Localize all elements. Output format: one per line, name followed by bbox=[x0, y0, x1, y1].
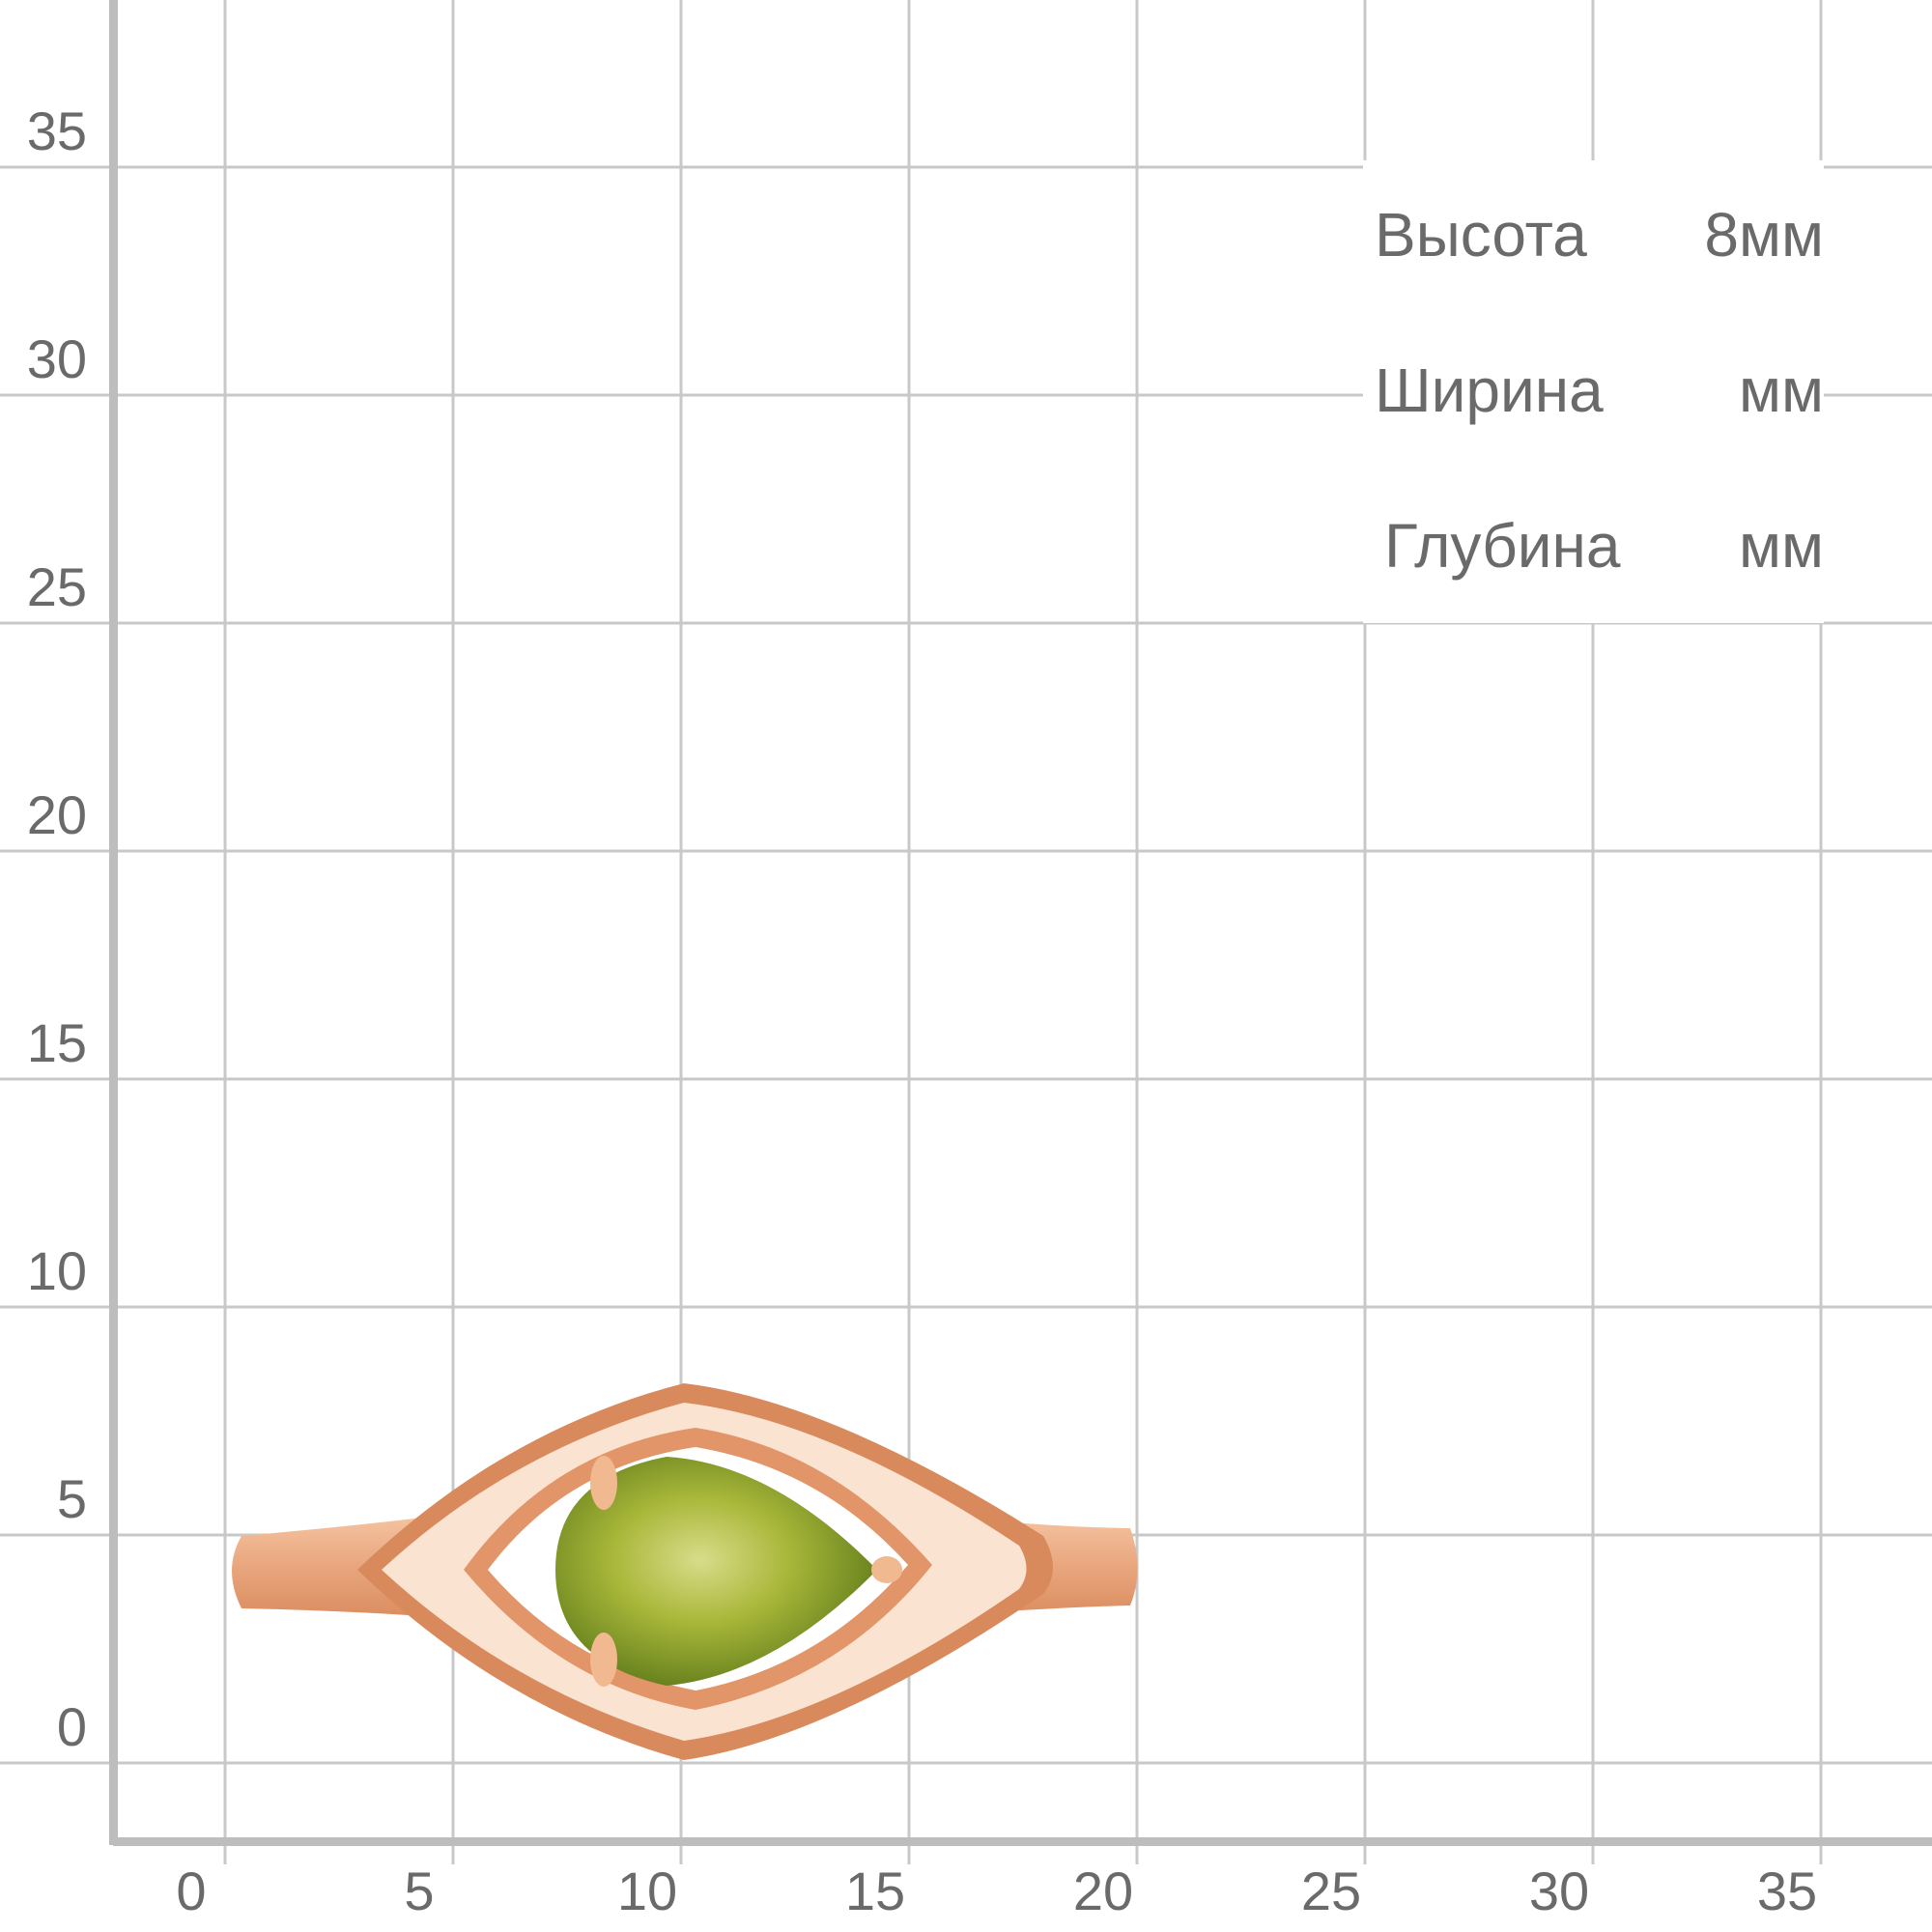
x-tick-label: 30 bbox=[1528, 1861, 1590, 1921]
dimension-value: мм bbox=[1739, 511, 1824, 581]
dimension-row-height: Высота 8мм bbox=[1375, 199, 1824, 270]
y-tick-label: 35 bbox=[26, 100, 87, 161]
dimension-value: мм bbox=[1739, 355, 1824, 425]
ring-image bbox=[232, 1383, 1138, 1760]
y-axis-bar bbox=[109, 0, 118, 1845]
prong bbox=[871, 1556, 902, 1583]
dimension-label: Ширина bbox=[1375, 355, 1604, 425]
y-tick-label: 10 bbox=[26, 1240, 87, 1301]
dimension-row-depth: Глубина мм bbox=[1384, 510, 1824, 581]
prong bbox=[590, 1633, 617, 1687]
y-tick-label: 30 bbox=[26, 328, 87, 389]
x-tick-label: 0 bbox=[176, 1861, 207, 1921]
dimension-value: 8мм bbox=[1704, 200, 1824, 270]
prong bbox=[590, 1456, 617, 1510]
y-tick-label: 20 bbox=[26, 784, 87, 845]
y-tick-label: 0 bbox=[56, 1696, 87, 1757]
gem-stone bbox=[555, 1457, 877, 1686]
x-tick-label: 20 bbox=[1072, 1861, 1134, 1921]
x-tick-label: 5 bbox=[404, 1861, 435, 1921]
dimension-label: Глубина bbox=[1384, 511, 1621, 581]
x-tick-label: 15 bbox=[844, 1861, 906, 1921]
dimensions-legend: Высота 8мм Ширина мм Глубина мм bbox=[1363, 160, 1824, 623]
x-tick-label: 25 bbox=[1300, 1861, 1362, 1921]
x-tick-label: 10 bbox=[616, 1861, 678, 1921]
x-axis-bar bbox=[113, 1837, 1932, 1846]
dimension-label: Высота bbox=[1375, 200, 1587, 270]
y-tick-label: 25 bbox=[26, 556, 87, 617]
dimension-row-width: Ширина мм bbox=[1375, 355, 1824, 425]
y-tick-label: 5 bbox=[56, 1468, 87, 1529]
y-tick-label: 15 bbox=[26, 1012, 87, 1073]
x-tick-label: 35 bbox=[1756, 1861, 1818, 1921]
